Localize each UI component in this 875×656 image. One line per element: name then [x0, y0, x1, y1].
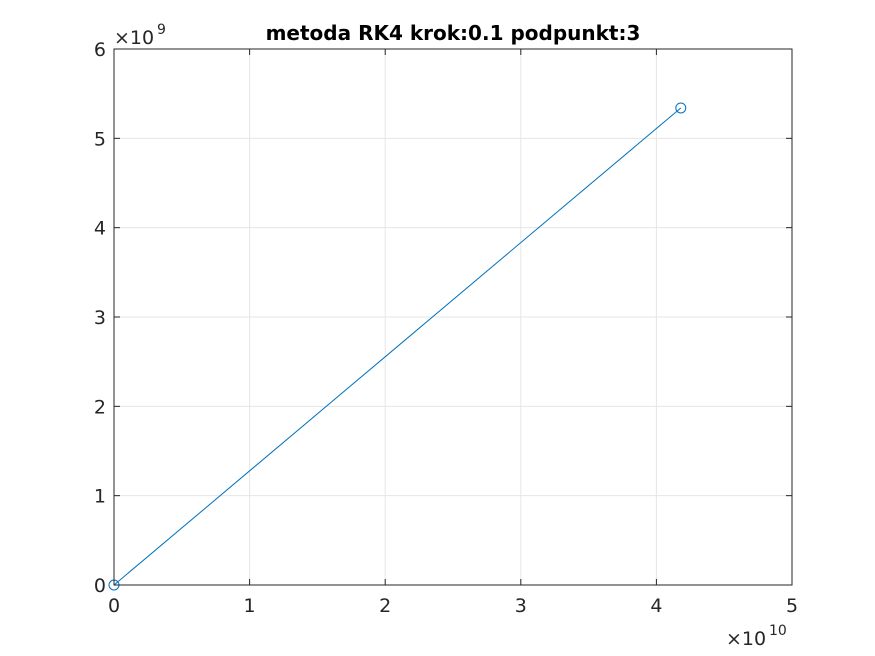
- y-multiplier-exponent: 9: [157, 22, 166, 38]
- y-tick-labels: 0 1 2 3 4 5 6: [94, 39, 106, 597]
- x-multiplier-exponent: 10: [769, 623, 787, 639]
- y-axis-multiplier: ×10 9: [114, 22, 166, 49]
- series-line: [113, 107, 682, 586]
- x-tick-label: 4: [650, 595, 662, 617]
- y-tick-label: 3: [94, 307, 106, 329]
- axis-ticks: [113, 48, 793, 586]
- y-tick-label: 0: [94, 575, 106, 597]
- y-tick-label: 4: [94, 218, 106, 240]
- x-multiplier-base: ×10: [726, 628, 766, 650]
- x-tick-label: 0: [108, 595, 120, 617]
- x-tick-label: 5: [786, 595, 798, 617]
- x-tick-labels: 0 1 2 3 4 5: [108, 595, 798, 617]
- y-tick-label: 6: [94, 39, 106, 61]
- x-tick-label: 3: [515, 595, 527, 617]
- y-tick-label: 1: [94, 486, 106, 508]
- x-tick-label: 2: [379, 595, 391, 617]
- y-multiplier-base: ×10: [114, 27, 154, 49]
- x-axis-multiplier: ×10 10: [726, 623, 787, 650]
- x-tick-label: 1: [244, 595, 256, 617]
- y-tick-label: 2: [94, 396, 106, 418]
- y-tick-label: 5: [94, 128, 106, 150]
- chart-title: metoda RK4 krok:0.1 podpunkt:3: [266, 21, 641, 45]
- data-point-marker: [675, 102, 687, 114]
